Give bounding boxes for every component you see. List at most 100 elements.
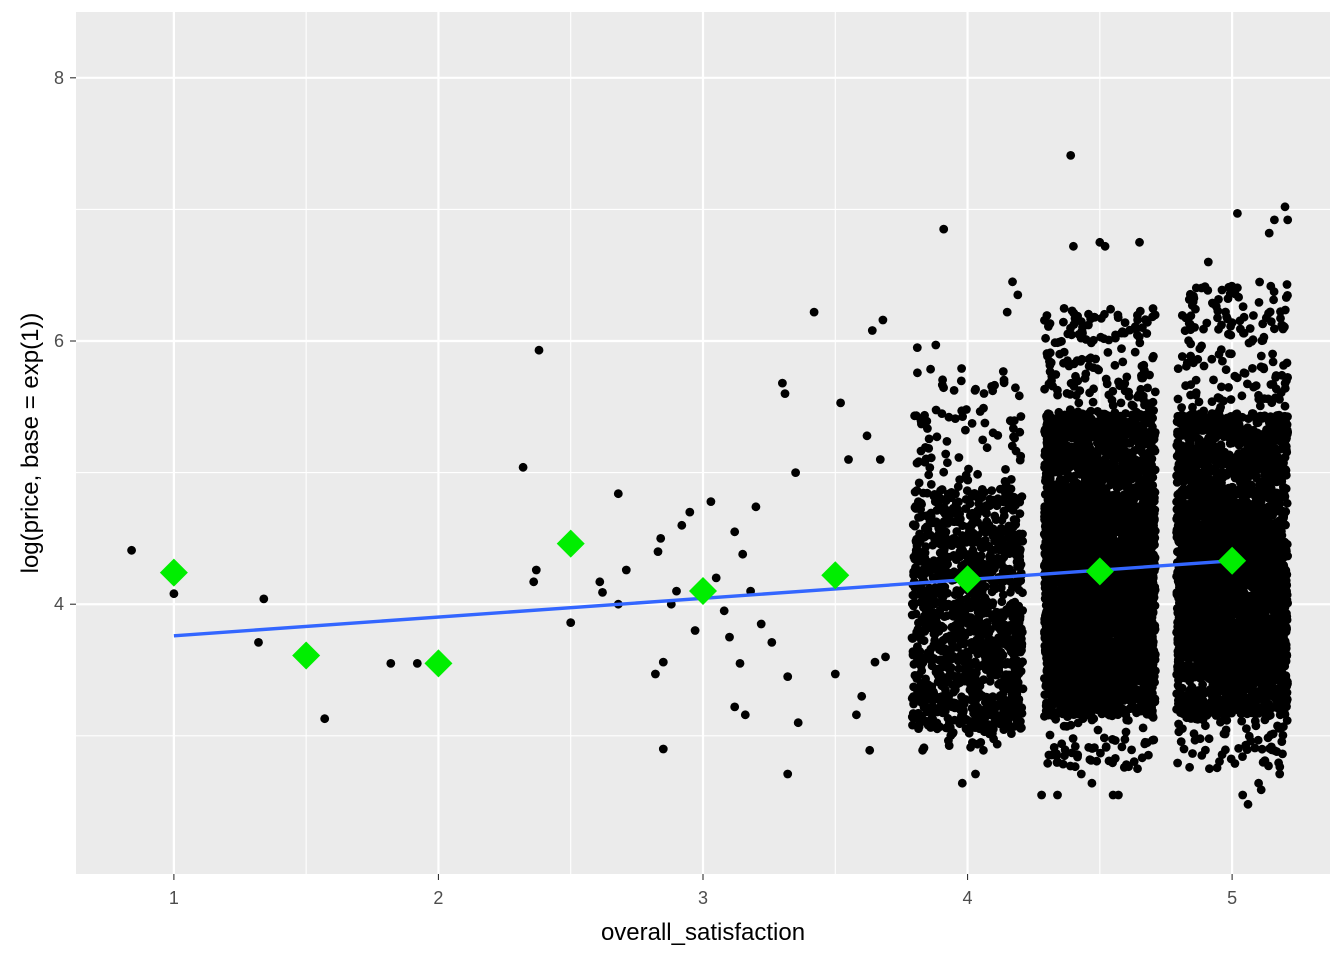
data-point (529, 577, 539, 587)
data-point (955, 678, 965, 687)
points-layer (127, 151, 1293, 809)
data-point (259, 594, 269, 604)
data-point (1101, 742, 1111, 752)
data-point (948, 680, 957, 690)
data-point (994, 663, 1004, 672)
data-point (1085, 422, 1094, 431)
data-point (988, 386, 998, 396)
data-point (1003, 532, 1013, 542)
data-point (1059, 304, 1069, 313)
data-point (924, 470, 934, 480)
data-point (1081, 485, 1091, 495)
data-point (756, 619, 766, 629)
data-point (1072, 356, 1082, 366)
data-point (793, 718, 803, 728)
data-point (1150, 431, 1159, 440)
data-point (740, 710, 750, 720)
data-point (976, 738, 986, 747)
data-point (534, 345, 544, 355)
data-point (975, 631, 985, 641)
data-point (1090, 743, 1099, 752)
data-point (1059, 358, 1068, 368)
data-point (979, 745, 988, 755)
data-point (964, 728, 974, 738)
data-point (914, 650, 924, 659)
data-point (953, 598, 963, 608)
data-point (1051, 370, 1061, 379)
data-point (967, 638, 977, 647)
data-point (981, 707, 991, 716)
data-point (1110, 457, 1119, 467)
data-point (913, 368, 922, 378)
data-point (735, 659, 745, 668)
data-point (961, 425, 970, 435)
data-point (920, 548, 930, 558)
data-point (934, 499, 943, 509)
data-point (1002, 307, 1012, 317)
data-point (950, 534, 960, 544)
data-point (978, 435, 988, 445)
data-point (595, 577, 605, 587)
data-point (912, 343, 922, 352)
data-point (987, 554, 996, 564)
data-point (907, 633, 917, 643)
data-point (1148, 574, 1158, 584)
data-point (1053, 442, 1062, 451)
data-point (979, 601, 989, 611)
data-point (1069, 241, 1078, 251)
data-point (1131, 459, 1141, 468)
data-point (911, 564, 920, 574)
data-point (1124, 715, 1133, 725)
data-point (1148, 304, 1158, 313)
data-point (1013, 533, 1022, 543)
data-point (1133, 315, 1142, 325)
data-point (1013, 678, 1023, 687)
data-point (1147, 454, 1157, 464)
data-point (926, 644, 936, 654)
data-point (1099, 733, 1109, 743)
data-point (1006, 587, 1015, 597)
data-point (1120, 735, 1130, 744)
data-point (1006, 416, 1016, 426)
data-point (979, 638, 988, 648)
data-point (920, 523, 930, 533)
data-point (955, 552, 965, 562)
data-point (943, 663, 953, 673)
data-point (921, 443, 930, 452)
data-point (911, 545, 921, 555)
data-point (911, 609, 921, 619)
data-point (1005, 643, 1015, 653)
data-point (127, 545, 136, 555)
data-point (990, 511, 1000, 521)
data-point (965, 499, 975, 508)
data-point (1045, 348, 1055, 358)
data-point (930, 490, 939, 499)
data-point (969, 550, 979, 559)
data-point (963, 673, 973, 683)
data-point (975, 407, 985, 416)
data-point (917, 615, 926, 625)
data-point (1008, 277, 1017, 287)
data-point (867, 326, 877, 335)
data-point (1015, 634, 1024, 644)
data-point (1005, 564, 1014, 574)
data-point (915, 684, 925, 694)
data-point (780, 389, 790, 398)
data-point (783, 769, 793, 779)
data-point (1125, 696, 1135, 705)
data-point (968, 659, 978, 669)
data-point (1099, 461, 1109, 470)
data-point (169, 589, 179, 599)
data-point (920, 625, 929, 635)
data-point (910, 554, 920, 564)
data-point (972, 586, 982, 596)
data-point (919, 744, 929, 753)
data-point (945, 653, 955, 662)
data-point (1013, 290, 1023, 300)
data-point (1037, 790, 1046, 800)
data-point (1087, 778, 1097, 788)
data-point (980, 623, 989, 633)
data-point (621, 565, 631, 575)
data-point (1135, 237, 1144, 247)
